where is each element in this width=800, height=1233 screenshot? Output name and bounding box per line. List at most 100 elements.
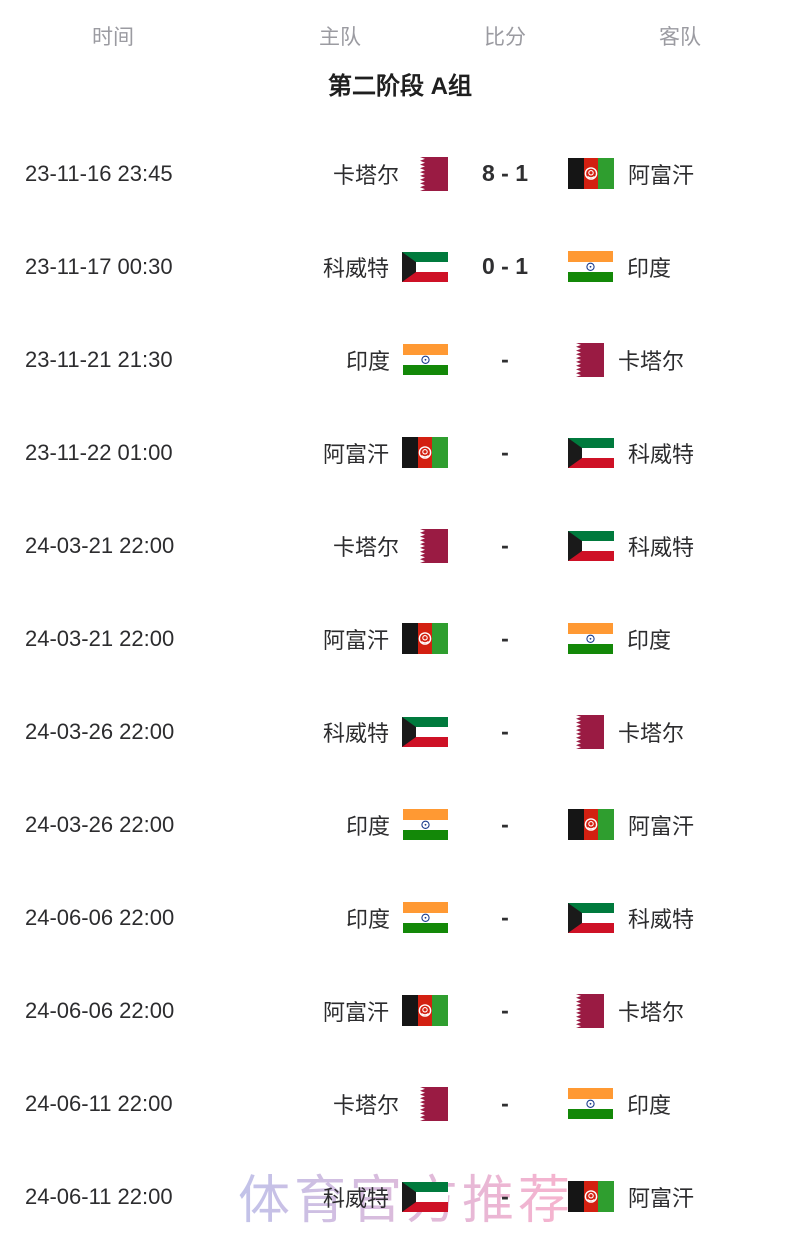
match-row[interactable]: 24-06-11 22:00 科威特: [0, 1150, 800, 1233]
score-text: -: [501, 718, 509, 744]
away-team-cell: 科威特: [560, 530, 800, 562]
score-text: -: [501, 625, 509, 651]
score-text: -: [501, 997, 509, 1023]
match-row[interactable]: 24-03-26 22:00 科威特: [0, 685, 800, 778]
score-text: -: [501, 346, 509, 372]
home-team-cell: 阿富汗: [280, 623, 450, 655]
qatar-flag-icon: [412, 156, 448, 191]
away-team-cell: 卡塔尔: [560, 342, 800, 377]
score-text: -: [501, 1090, 509, 1116]
away-team-cell: 卡塔尔: [560, 993, 800, 1028]
home-team-cell: 科威特: [280, 251, 450, 283]
afghanistan-flag-icon: [568, 809, 614, 840]
home-team-cell: 卡塔尔: [280, 156, 450, 191]
away-flag: [568, 158, 614, 189]
home-flag: [402, 251, 448, 282]
away-team-name: 阿富汗: [628, 1185, 695, 1211]
group-title: 第二阶段 A组: [328, 73, 472, 100]
away-flag: [568, 1088, 613, 1119]
qatar-flag-icon: [412, 1086, 448, 1121]
away-team-name: 卡塔尔: [618, 348, 685, 374]
match-row[interactable]: 24-06-11 22:00 卡塔尔: [0, 1057, 800, 1150]
home-team-cell: 印度: [280, 809, 450, 841]
home-team-cell: 印度: [280, 344, 450, 376]
match-time: 24-03-21 22:00: [25, 532, 175, 558]
score-text: -: [501, 811, 509, 837]
away-team-cell: 印度: [560, 623, 800, 655]
india-flag-icon: [568, 251, 613, 282]
match-row[interactable]: 24-06-06 22:00 印度: [0, 871, 800, 964]
away-flag: [568, 342, 604, 377]
home-team-cell: 印度: [280, 902, 450, 934]
kuwait-flag-icon: [402, 251, 448, 282]
away-flag: [568, 993, 604, 1028]
match-row[interactable]: 24-06-06 22:00 阿富汗: [0, 964, 800, 1057]
home-team-name: 科威特: [322, 720, 389, 746]
away-flag: [568, 437, 614, 468]
home-team-cell: 阿富汗: [280, 995, 450, 1027]
afghanistan-flag-icon: [402, 437, 448, 468]
home-team-cell: 卡塔尔: [280, 1086, 450, 1121]
match-row[interactable]: 24-03-21 22:00 卡塔尔: [0, 499, 800, 592]
home-team-name: 卡塔尔: [332, 162, 399, 188]
header-away-label: 客队: [659, 26, 701, 49]
match-list: 23-11-16 23:45 卡塔尔: [0, 127, 800, 1233]
away-flag: [568, 714, 604, 749]
home-flag: [402, 716, 448, 747]
home-flag: [402, 437, 448, 468]
match-row[interactable]: 23-11-17 00:30 科威特: [0, 220, 800, 313]
match-time: 23-11-16 23:45: [25, 160, 173, 186]
away-team-name: 印度: [627, 255, 672, 281]
home-team-name: 阿富汗: [322, 441, 389, 467]
away-team-name: 印度: [627, 1092, 672, 1118]
qatar-flag-icon: [568, 714, 604, 749]
away-team-cell: 阿富汗: [560, 809, 800, 841]
kuwait-flag-icon: [568, 437, 614, 468]
match-row[interactable]: 24-03-21 22:00 阿富汗: [0, 592, 800, 685]
match-row[interactable]: 24-03-26 22:00 印度: [0, 778, 800, 871]
away-team-cell: 阿富汗: [560, 158, 800, 190]
score-text: -: [501, 532, 509, 558]
away-team-name: 印度: [627, 627, 672, 653]
away-team-cell: 印度: [560, 1088, 800, 1120]
home-team-cell: 卡塔尔: [280, 528, 450, 563]
home-team-name: 阿富汗: [322, 999, 389, 1025]
afghanistan-flag-icon: [568, 1181, 614, 1212]
home-flag: [412, 1086, 448, 1121]
home-team-cell: 科威特: [280, 716, 450, 748]
home-flag: [403, 809, 448, 840]
match-time: 24-06-11 22:00: [25, 1090, 173, 1116]
away-flag: [568, 902, 614, 933]
kuwait-flag-icon: [568, 902, 614, 933]
kuwait-flag-icon: [568, 530, 614, 561]
header-score-label: 比分: [484, 26, 526, 49]
home-flag: [402, 1181, 448, 1212]
home-team-name: 阿富汗: [322, 627, 389, 653]
match-time: 23-11-21 21:30: [25, 346, 173, 372]
score-text: 0 - 1: [481, 253, 529, 279]
away-flag: [568, 530, 614, 561]
header-home-label: 主队: [319, 26, 361, 49]
match-time: 24-06-06 22:00: [25, 904, 175, 930]
away-flag: [568, 623, 613, 654]
away-flag: [568, 1181, 614, 1212]
away-team-name: 阿富汗: [628, 162, 695, 188]
home-flag: [403, 344, 448, 375]
home-team-name: 卡塔尔: [332, 1092, 399, 1118]
match-row[interactable]: 23-11-22 01:00 阿富汗: [0, 406, 800, 499]
india-flag-icon: [403, 344, 448, 375]
match-row[interactable]: 23-11-21 21:30 印度: [0, 313, 800, 406]
kuwait-flag-icon: [402, 1181, 448, 1212]
match-time: 24-06-11 22:00: [25, 1183, 173, 1209]
home-flag: [412, 156, 448, 191]
match-row[interactable]: 23-11-16 23:45 卡塔尔: [0, 127, 800, 220]
afghanistan-flag-icon: [402, 995, 448, 1026]
india-flag-icon: [403, 809, 448, 840]
match-time: 23-11-17 00:30: [25, 253, 173, 279]
away-team-name: 阿富汗: [628, 813, 695, 839]
home-team-name: 科威特: [322, 1185, 389, 1211]
score-text: -: [501, 439, 509, 465]
score-text: -: [501, 1183, 509, 1209]
away-team-cell: 科威特: [560, 902, 800, 934]
